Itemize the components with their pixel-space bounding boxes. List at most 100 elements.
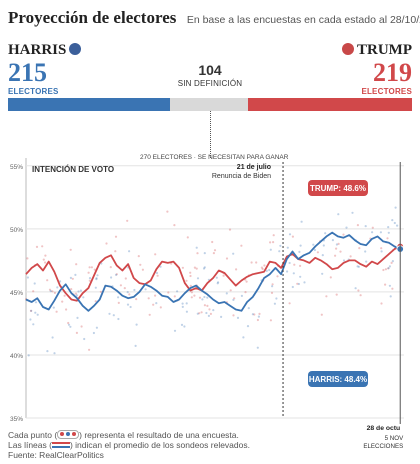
poll-dot	[235, 268, 238, 271]
poll-dot	[335, 293, 338, 296]
poll-dot	[34, 311, 37, 314]
poll-dot	[220, 315, 223, 318]
poll-dot	[337, 213, 340, 216]
poll-dot	[288, 261, 291, 265]
poll-dot	[181, 266, 184, 269]
poll-dot	[391, 260, 394, 263]
poll-dot	[299, 244, 302, 247]
poll-dot	[96, 274, 99, 277]
poll-dot	[152, 303, 155, 306]
poll-dot	[229, 289, 232, 292]
poll-dot	[189, 274, 192, 278]
trump-electors-label: ELECTORES	[361, 87, 412, 96]
undecided-label: SIN DEFINICIÓN	[177, 79, 243, 88]
poll-dot	[159, 265, 162, 268]
poll-dot	[270, 291, 274, 294]
poll-dot	[36, 313, 39, 316]
poll-dot	[251, 313, 254, 316]
annotation-date: 21 de julio	[237, 164, 271, 171]
poll-dot	[44, 254, 47, 257]
poll-dot	[29, 309, 33, 312]
poll-dot	[63, 294, 66, 297]
harris-name: HARRIS	[8, 42, 82, 59]
poll-dot	[386, 237, 389, 240]
y-tick-label: 35%	[10, 416, 23, 423]
poll-dot	[114, 235, 118, 238]
poll-dot	[196, 252, 199, 255]
poll-dot	[109, 266, 112, 269]
poll-dot	[141, 268, 144, 271]
poll-dot	[52, 306, 55, 309]
poll-dot	[49, 290, 52, 293]
poll-dot	[232, 314, 235, 317]
chart-grid: 35% 40% 45% 50% 55%	[10, 158, 404, 423]
poll-dot	[181, 305, 184, 308]
poll-dot	[279, 244, 282, 247]
poll-dot	[117, 317, 120, 321]
poll-dot	[299, 275, 302, 278]
threshold-marker-line	[210, 111, 211, 158]
poll-dot	[316, 251, 319, 254]
poll-dot	[112, 314, 115, 317]
poll-dot	[159, 306, 162, 309]
poll-dot	[59, 280, 62, 283]
poll-dot	[297, 282, 300, 286]
poll-dot	[108, 312, 111, 315]
poll-dot	[213, 249, 217, 252]
poll-dot	[215, 276, 218, 279]
poll-dot	[90, 266, 93, 269]
poll-dot	[390, 261, 393, 264]
poll-dot	[185, 310, 188, 313]
poll-dot	[232, 252, 235, 255]
poll-dot	[384, 283, 387, 286]
poll-dot	[358, 247, 361, 250]
poll-dot	[396, 224, 399, 227]
poll-dot	[183, 325, 186, 328]
poll-dot	[225, 292, 228, 295]
poll-dot	[387, 267, 390, 270]
poll-dot	[206, 296, 209, 299]
poll-dot	[387, 226, 390, 229]
poll-dot	[124, 277, 127, 280]
poll-dot	[144, 288, 147, 291]
trump-electors-bar	[248, 98, 412, 111]
poll-dot	[203, 252, 206, 255]
poll-dot	[35, 245, 39, 248]
poll-dot	[269, 248, 272, 251]
series-label-box-trump	[308, 180, 368, 196]
footer-lines-text-b: ) indican el promedio de los sondeos rel…	[69, 440, 250, 450]
poll-dot	[273, 302, 276, 305]
poll-dot	[203, 295, 206, 299]
series-label-box-harris	[308, 371, 368, 387]
poll-dot	[198, 312, 201, 315]
poll-dot	[200, 311, 203, 314]
poll-dot	[335, 243, 338, 246]
poll-dot	[391, 287, 394, 290]
chart-title: INTENCIÓN DE VOTO	[32, 165, 114, 174]
poll-dot	[203, 266, 206, 269]
poll-dot	[380, 302, 383, 305]
poll-dot	[312, 243, 315, 246]
poll-dot	[286, 246, 289, 249]
poll-dot	[195, 267, 198, 270]
poll-dot	[201, 298, 204, 301]
poll-dot	[190, 291, 193, 294]
poll-dot	[329, 276, 332, 279]
page-title: Proyección de electores	[8, 8, 177, 27]
poll-dot	[212, 309, 215, 312]
poll-dot	[342, 233, 345, 236]
poll-dot	[128, 293, 131, 296]
series-label-trump: TRUMP: 48.6%	[310, 184, 366, 193]
poll-dot	[380, 250, 383, 253]
poll-dot	[217, 281, 220, 284]
undecided-count: 104	[198, 62, 222, 78]
poll-dot	[155, 302, 158, 305]
poll-dot	[186, 236, 189, 239]
poll-dot	[133, 288, 136, 292]
poll-dot	[291, 285, 294, 289]
poll-dot	[291, 235, 294, 238]
poll-dot	[296, 282, 299, 285]
poll-dot	[110, 276, 113, 279]
poll-dot	[245, 280, 248, 283]
poll-dot	[357, 265, 360, 268]
